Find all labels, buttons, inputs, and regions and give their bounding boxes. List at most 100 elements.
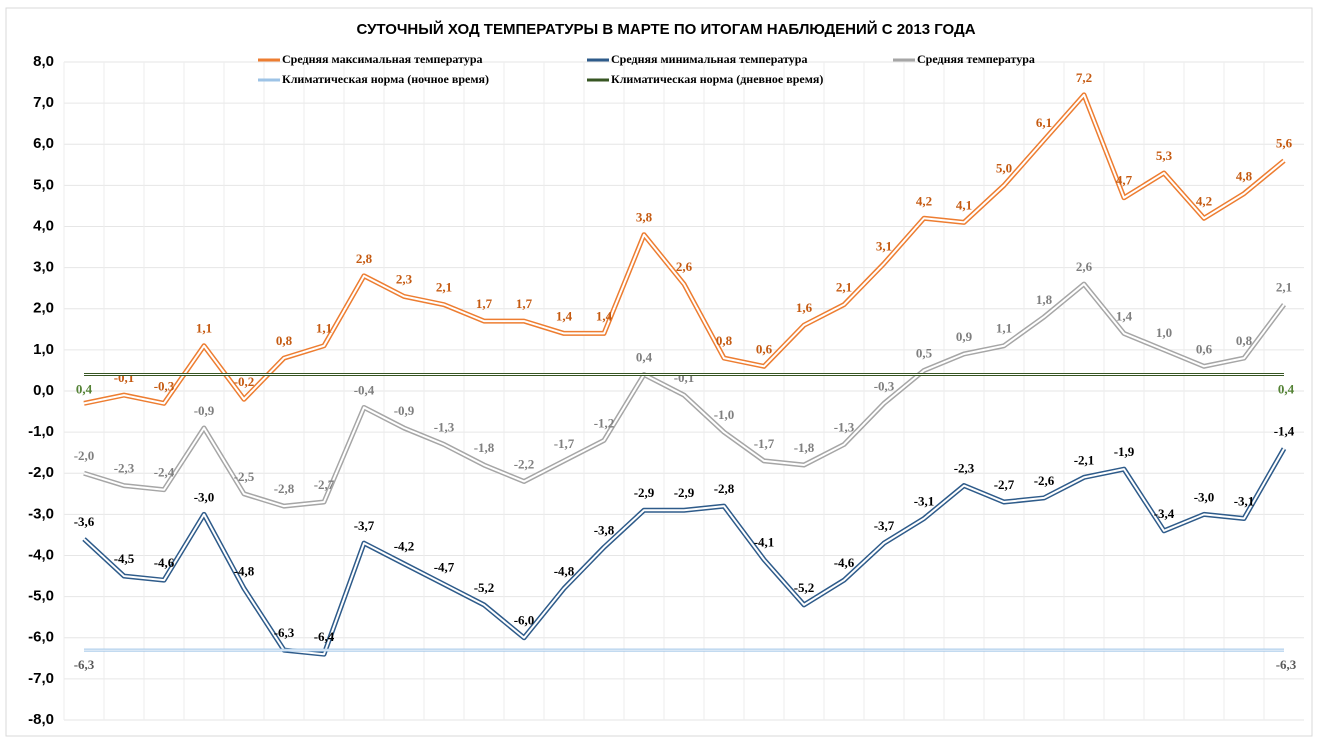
y-tick-label: 8,0 [33,53,54,70]
data-label: -1,8 [474,440,495,455]
data-label: 0,9 [956,329,973,344]
data-label: 1,7 [476,296,493,311]
data-label: 2,8 [356,251,373,266]
data-label: -2,8 [274,481,295,496]
data-label: -4,7 [434,559,455,574]
data-label: -1,9 [1114,444,1135,459]
data-label: -6,3 [274,625,295,640]
data-label: 1,7 [516,296,533,311]
data-label: 0,4 [636,350,653,365]
data-label: 5,6 [1276,136,1293,151]
data-label: -3,7 [354,518,375,533]
data-label: -4,6 [154,555,175,570]
data-label: 1,6 [796,300,813,315]
y-tick-label: -2,0 [28,464,54,481]
data-label: -2,8 [714,481,735,496]
data-label: 1,4 [556,308,573,323]
data-label: -2,2 [514,456,535,471]
data-label: 1,0 [1156,325,1172,340]
data-label: 4,7 [1116,173,1133,188]
data-label: -4,6 [834,555,855,570]
chart-title: СУТОЧНЫЙ ХОД ТЕМПЕРАТУРЫ В МАРТЕ ПО ИТОГ… [356,20,975,38]
legend-label: Климатическая норма (дневное время) [611,72,823,86]
data-label: -1,7 [754,436,775,451]
data-label: 1,4 [596,308,613,323]
data-label: -4,5 [114,551,135,566]
data-label: -1,4 [1274,424,1295,439]
data-label: -0,3 [874,378,895,393]
data-label: -6,4 [314,629,335,644]
y-tick-label: -1,0 [28,423,54,440]
data-label: -6,3 [1276,657,1297,672]
data-label: -0,3 [154,378,175,393]
data-label: -4,1 [754,535,775,550]
data-label: 2,6 [1076,259,1093,274]
data-label: 0,8 [276,333,293,348]
data-label: -5,2 [474,580,495,595]
y-tick-label: -5,0 [28,588,54,605]
data-label: -3,1 [914,493,935,508]
data-label: -1,8 [794,440,815,455]
y-tick-label: 7,0 [33,94,54,111]
data-label: 1,4 [1116,308,1133,323]
data-label: 0,4 [76,382,93,397]
y-tick-label: 5,0 [33,176,54,193]
data-label: -6,0 [514,613,535,628]
data-label: -0,9 [194,403,215,418]
data-label: -1,3 [834,419,855,434]
legend-label: Средняя температура [917,52,1035,66]
data-label: -2,3 [114,461,135,476]
data-label: -4,8 [234,563,255,578]
y-tick-label: 1,0 [33,341,54,358]
data-label: 0,5 [916,345,933,360]
data-label: -3,6 [74,514,95,529]
y-tick-label: -7,0 [28,670,54,687]
data-label: 2,6 [676,259,693,274]
data-label: 6,1 [1036,115,1052,130]
data-label: 4,1 [956,197,972,212]
data-label: 4,2 [916,193,932,208]
y-tick-label: 6,0 [33,135,54,152]
data-label: 2,3 [396,271,413,286]
data-label: -2,3 [954,461,975,476]
data-label: 4,2 [1196,193,1212,208]
data-label: 3,1 [876,238,892,253]
legend-label: Средняя минимальная температура [611,52,807,66]
data-label: -2,0 [74,448,95,463]
data-label: 0,6 [1196,341,1213,356]
data-label: 7,2 [1076,70,1092,85]
data-label: -3,4 [1154,506,1175,521]
data-label: 5,0 [996,160,1012,175]
data-label: 1,8 [1036,292,1053,307]
data-label: -2,9 [674,485,695,500]
data-label: -4,2 [394,539,415,554]
data-label: 0,8 [1236,333,1253,348]
y-tick-label: 4,0 [33,217,54,234]
series-line-inner [83,93,1285,405]
data-label: -2,7 [994,477,1015,492]
data-label: -3,1 [1234,493,1255,508]
data-label: 0,8 [716,333,733,348]
data-label: -1,0 [714,407,735,422]
data-label: -2,6 [1034,473,1055,488]
legend-label: Климатическая норма (ночное время) [282,72,489,86]
data-label: -3,8 [594,522,615,537]
data-label: 1,1 [996,321,1012,336]
data-label: 2,1 [1276,280,1292,295]
data-label: 5,3 [1156,148,1173,163]
data-label: -6,3 [74,657,95,672]
data-label: -0,4 [354,382,375,397]
data-label: -0,1 [114,370,135,385]
y-tick-label: -8,0 [28,711,54,728]
y-tick-label: -3,0 [28,505,54,522]
data-label: -4,8 [554,563,575,578]
data-label: -2,7 [314,477,335,492]
data-label: -2,9 [634,485,655,500]
y-tick-label: 2,0 [33,300,54,317]
data-label: 3,8 [636,210,653,225]
data-label: -3,0 [194,489,215,504]
series-line-inner [83,283,1285,508]
y-tick-label: 3,0 [33,259,54,276]
data-label: -2,4 [154,465,175,480]
